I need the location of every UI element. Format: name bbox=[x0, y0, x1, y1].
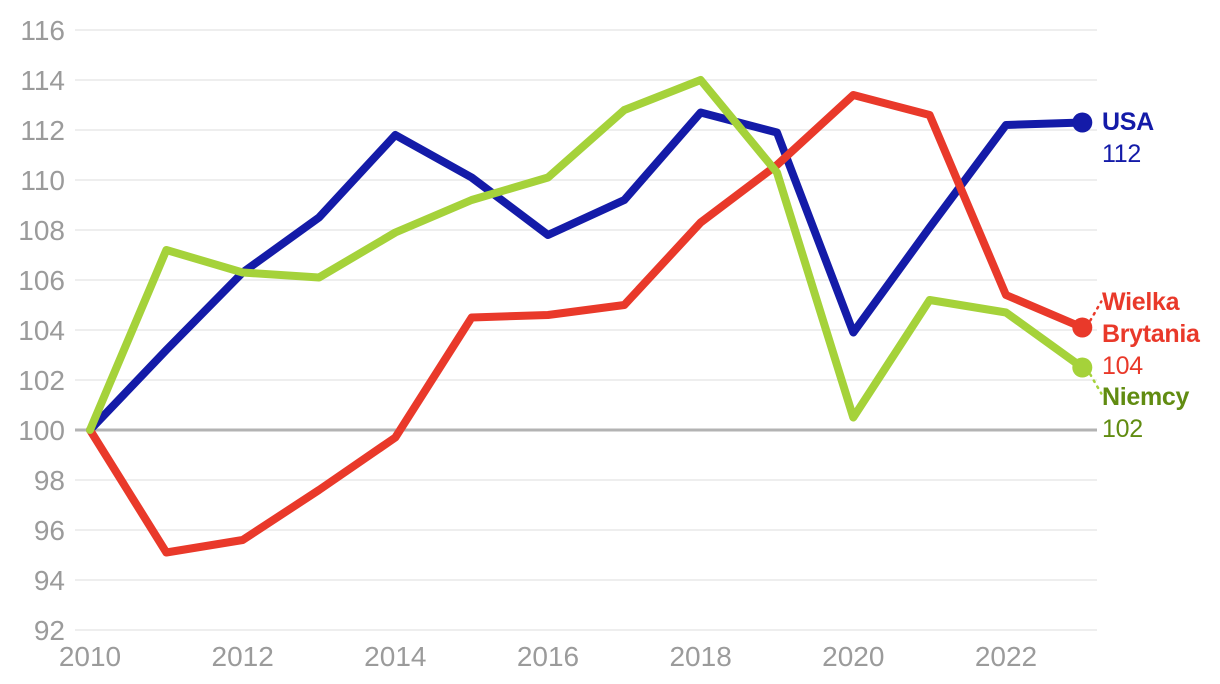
series-label-niemcy: Niemcy 102 bbox=[1102, 381, 1220, 445]
leader-line-niemcy bbox=[1089, 373, 1103, 395]
series-end-value: 104 bbox=[1102, 352, 1143, 380]
y-tick-label: 104 bbox=[18, 315, 65, 346]
series-wielka-brytania-line bbox=[86, 91, 1087, 557]
x-tick-label: 2012 bbox=[212, 641, 274, 672]
y-tick-label: 94 bbox=[34, 565, 65, 596]
y-tick-label: 110 bbox=[20, 165, 65, 196]
series-end-value: 112 bbox=[1102, 140, 1141, 168]
y-tick-label: 102 bbox=[18, 365, 65, 396]
x-tick-label: 2010 bbox=[59, 641, 121, 672]
x-tick-label: 2018 bbox=[669, 641, 731, 672]
y-tick-label: 98 bbox=[34, 465, 65, 496]
y-tick-label: 106 bbox=[18, 265, 65, 296]
series-name: USA bbox=[1102, 108, 1154, 136]
series-end-value: 102 bbox=[1102, 415, 1143, 443]
series-usa-end-dot bbox=[1072, 112, 1093, 133]
y-tick-label: 92 bbox=[34, 615, 65, 646]
y-tick-label: 96 bbox=[34, 515, 65, 546]
leader-line-wielka-brytania bbox=[1089, 300, 1103, 322]
series-usa-line bbox=[86, 108, 1087, 434]
y-tick-label: 114 bbox=[20, 65, 65, 96]
y-tick-label: 112 bbox=[20, 115, 65, 146]
x-tick-label: 2020 bbox=[822, 641, 884, 672]
y-tick-label: 100 bbox=[18, 415, 65, 446]
y-tick-label: 116 bbox=[20, 15, 65, 46]
x-tick-label: 2016 bbox=[517, 641, 579, 672]
series-name: Niemcy bbox=[1102, 383, 1190, 411]
series-name: Wielka Brytania bbox=[1102, 288, 1200, 348]
x-tick-label: 2022 bbox=[975, 641, 1037, 672]
x-tick-label: 2014 bbox=[364, 641, 426, 672]
series-label-wielka-brytania: Wielka Brytania 104 bbox=[1102, 286, 1220, 382]
y-tick-label: 108 bbox=[18, 215, 65, 246]
series-wielka-brytania-end-dot bbox=[1072, 317, 1093, 338]
series-niemcy-end-dot bbox=[1072, 357, 1093, 378]
series-niemcy-line bbox=[86, 76, 1087, 434]
series-label-usa: USA 112 bbox=[1102, 106, 1220, 170]
